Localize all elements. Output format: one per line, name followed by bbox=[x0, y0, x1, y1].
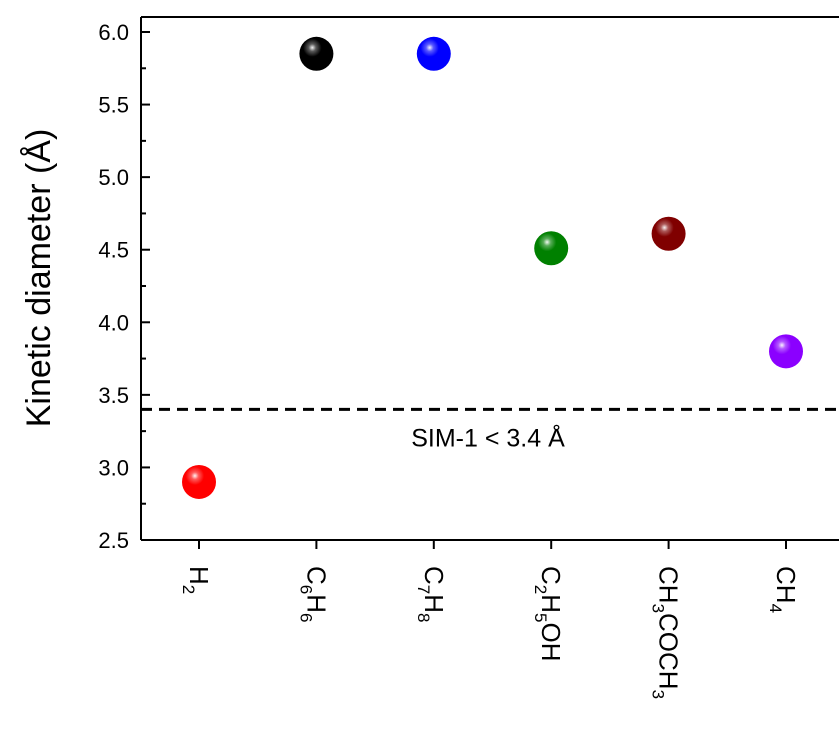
label-text: CH bbox=[654, 566, 684, 604]
label-text: H bbox=[301, 594, 331, 613]
threshold-label: SIM-1 < 3.4 Å bbox=[411, 422, 565, 452]
y-axis-title: Kinetic diameter (Å) bbox=[20, 129, 58, 428]
threshold-group: SIM-1 < 3.4 Å bbox=[141, 407, 839, 452]
label-subscript: 6 bbox=[296, 585, 315, 594]
label-text: C bbox=[536, 566, 566, 585]
y-tick-label: 4.5 bbox=[98, 238, 129, 263]
label-text: C bbox=[301, 566, 331, 585]
label-subscript: 2 bbox=[179, 585, 198, 594]
label-subscript: 3 bbox=[649, 690, 668, 699]
label-text: OH bbox=[536, 623, 566, 662]
x-category-label: CH4 bbox=[766, 566, 801, 613]
label-subscript: 5 bbox=[531, 613, 550, 622]
x-category-label: C2H5OH bbox=[531, 566, 566, 662]
y-tick-label: 6.0 bbox=[98, 20, 129, 45]
label-subscript: 2 bbox=[531, 585, 550, 594]
label-subscript: 8 bbox=[414, 613, 433, 622]
label-text: H bbox=[536, 594, 566, 613]
label-subscript: 6 bbox=[296, 613, 315, 622]
data-point-highlight bbox=[416, 36, 451, 71]
label-text: CH bbox=[771, 566, 801, 604]
x-category-label: CH3COCH3 bbox=[649, 566, 684, 699]
data-point-highlight bbox=[534, 231, 569, 266]
data-point bbox=[299, 36, 334, 71]
y-tick-label: 5.5 bbox=[98, 93, 129, 118]
data-point-highlight bbox=[299, 36, 334, 71]
data-points bbox=[182, 36, 803, 499]
data-point-highlight bbox=[769, 334, 803, 369]
x-category-label: C7H8 bbox=[414, 566, 449, 623]
data-point bbox=[769, 334, 803, 369]
data-point bbox=[416, 36, 451, 71]
data-point-highlight bbox=[651, 216, 686, 251]
label-text: COCH bbox=[654, 613, 684, 690]
y-tick-label: 2.5 bbox=[98, 528, 129, 553]
y-tick-label: 3.5 bbox=[98, 383, 129, 408]
label-text: H bbox=[419, 594, 449, 613]
label-subscript: 3 bbox=[649, 604, 668, 613]
data-point-highlight bbox=[182, 464, 216, 499]
data-point bbox=[651, 216, 686, 251]
label-subscript: 7 bbox=[414, 585, 433, 594]
y-tick-label: 5.0 bbox=[98, 165, 129, 190]
label-text: C bbox=[419, 566, 449, 585]
plot-axes bbox=[140, 16, 839, 541]
y-tick-label: 4.0 bbox=[98, 310, 129, 335]
label-text: H bbox=[184, 566, 214, 585]
y-tick-label: 3.0 bbox=[98, 455, 129, 480]
x-category-label: C6H6 bbox=[296, 566, 331, 623]
data-point bbox=[534, 231, 569, 266]
y-axis-ticks: 2.5 3.0 3.5 4.0 4.5 5.0 5.5 6.0 bbox=[98, 20, 150, 553]
data-point bbox=[182, 464, 216, 499]
label-subscript: 4 bbox=[766, 604, 785, 613]
x-category-label: H2 bbox=[179, 566, 214, 594]
